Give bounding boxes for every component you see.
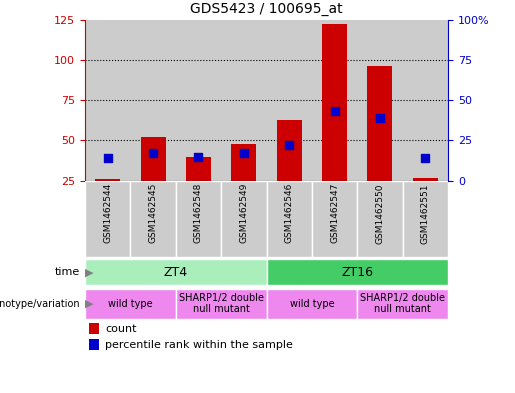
Bar bbox=[403, 181, 448, 257]
Point bbox=[104, 155, 112, 162]
Text: ▶: ▶ bbox=[85, 267, 94, 277]
Text: ZT4: ZT4 bbox=[164, 266, 188, 279]
Point bbox=[285, 142, 294, 149]
Bar bbox=[89, 339, 99, 350]
Text: GSM1462547: GSM1462547 bbox=[330, 183, 339, 243]
Bar bbox=[176, 288, 267, 319]
Bar bbox=[368, 66, 392, 181]
Bar bbox=[130, 20, 176, 181]
Point bbox=[239, 150, 248, 156]
Text: GSM1462546: GSM1462546 bbox=[285, 183, 294, 243]
Text: percentile rank within the sample: percentile rank within the sample bbox=[105, 340, 293, 350]
Bar bbox=[357, 20, 403, 181]
Bar bbox=[186, 156, 211, 181]
Bar bbox=[95, 179, 120, 181]
Text: ▶: ▶ bbox=[85, 299, 94, 309]
Text: time: time bbox=[55, 267, 80, 277]
Bar bbox=[277, 119, 302, 181]
Text: genotype/variation: genotype/variation bbox=[0, 299, 80, 309]
Text: GSM1462549: GSM1462549 bbox=[239, 183, 248, 243]
Text: SHARP1/2 double
null mutant: SHARP1/2 double null mutant bbox=[360, 293, 445, 314]
Point bbox=[376, 115, 384, 121]
Bar bbox=[85, 181, 130, 257]
Text: ZT16: ZT16 bbox=[341, 266, 373, 279]
Text: GSM1462551: GSM1462551 bbox=[421, 183, 430, 244]
Bar bbox=[312, 20, 357, 181]
Bar bbox=[176, 20, 221, 181]
Text: GSM1462544: GSM1462544 bbox=[103, 183, 112, 243]
Bar bbox=[141, 137, 165, 181]
Text: GSM1462548: GSM1462548 bbox=[194, 183, 203, 243]
Point bbox=[194, 153, 202, 160]
Text: SHARP1/2 double
null mutant: SHARP1/2 double null mutant bbox=[179, 293, 264, 314]
Bar bbox=[221, 181, 267, 257]
Point bbox=[421, 155, 430, 162]
Bar bbox=[413, 178, 438, 181]
Bar bbox=[267, 20, 312, 181]
Point bbox=[149, 150, 157, 156]
Bar bbox=[267, 181, 312, 257]
Text: wild type: wild type bbox=[289, 299, 334, 309]
Point bbox=[331, 108, 339, 115]
Bar bbox=[130, 181, 176, 257]
Bar bbox=[231, 144, 256, 181]
Bar bbox=[322, 24, 347, 181]
Bar bbox=[357, 181, 403, 257]
Bar bbox=[357, 288, 448, 319]
Bar bbox=[221, 20, 267, 181]
Bar bbox=[85, 20, 130, 181]
Bar bbox=[403, 20, 448, 181]
Bar bbox=[312, 181, 357, 257]
Text: count: count bbox=[105, 324, 136, 334]
Bar bbox=[267, 259, 448, 285]
Bar bbox=[85, 259, 267, 285]
Title: GDS5423 / 100695_at: GDS5423 / 100695_at bbox=[190, 2, 343, 16]
Bar bbox=[89, 323, 99, 334]
Text: GSM1462545: GSM1462545 bbox=[148, 183, 158, 243]
Text: GSM1462550: GSM1462550 bbox=[375, 183, 385, 244]
Bar bbox=[267, 288, 357, 319]
Bar bbox=[85, 288, 176, 319]
Bar bbox=[176, 181, 221, 257]
Text: wild type: wild type bbox=[108, 299, 152, 309]
